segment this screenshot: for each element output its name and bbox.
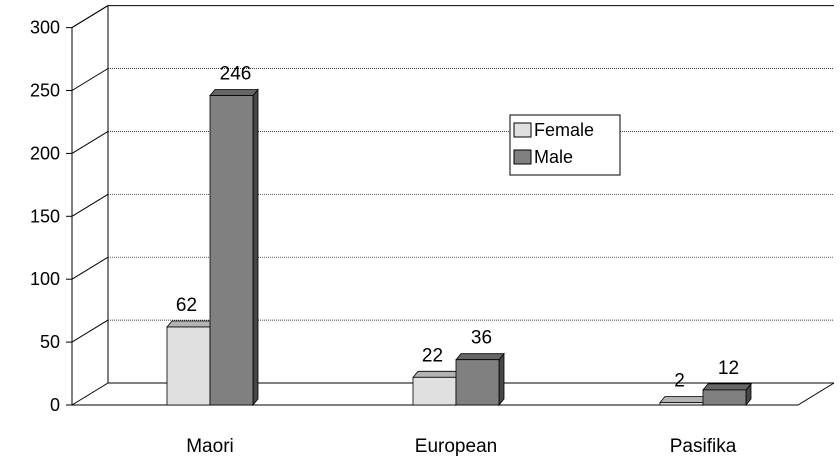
y-axis: 0 50 100 150 200 250 300 bbox=[30, 18, 72, 415]
y-tick-label: 50 bbox=[40, 332, 60, 352]
x-category-label: Maori bbox=[186, 436, 234, 457]
data-label: 2 bbox=[674, 370, 685, 391]
data-label: 12 bbox=[718, 358, 739, 379]
data-label: 22 bbox=[422, 345, 443, 366]
bar-male bbox=[209, 95, 254, 406]
legend-label: Male bbox=[534, 147, 573, 167]
bar-side bbox=[252, 88, 259, 407]
data-label: 246 bbox=[220, 64, 252, 85]
legend-swatch bbox=[513, 149, 532, 165]
data-labels: 62 246 22 36 2 12 bbox=[176, 64, 739, 392]
y-tick-label: 200 bbox=[30, 143, 60, 163]
side-gridline bbox=[71, 319, 109, 343]
x-category-label: European bbox=[415, 436, 497, 457]
legend-label: Female bbox=[534, 120, 594, 140]
bar-top bbox=[659, 396, 709, 403]
side-gridline bbox=[71, 130, 109, 154]
y-tick-label: 300 bbox=[30, 18, 60, 38]
bar-top bbox=[412, 370, 462, 378]
bar-female bbox=[166, 326, 211, 406]
y-tick-label: 150 bbox=[30, 206, 60, 226]
y-tick-label: 100 bbox=[30, 269, 60, 289]
floor-front-edge bbox=[72, 382, 835, 406]
legend-swatch bbox=[513, 122, 532, 138]
bar-top bbox=[166, 320, 216, 328]
y-tick-label: 0 bbox=[50, 395, 60, 415]
bar-male bbox=[702, 389, 747, 406]
bar-male bbox=[455, 359, 500, 406]
x-axis: Maori European Pasifika bbox=[186, 436, 736, 457]
legend: Female Male bbox=[509, 114, 621, 176]
bar-top bbox=[209, 89, 259, 96]
data-label: 36 bbox=[471, 328, 492, 349]
bar-female bbox=[412, 376, 457, 406]
bar-female bbox=[659, 402, 704, 406]
y-tick-label: 250 bbox=[30, 81, 60, 101]
bar-top bbox=[455, 353, 505, 361]
side-gridline bbox=[71, 256, 109, 280]
x-category-label: Pasifika bbox=[670, 436, 737, 457]
side-gridline bbox=[71, 68, 109, 91]
data-label: 62 bbox=[176, 295, 197, 316]
side-gridline bbox=[71, 5, 109, 29]
bar-side bbox=[498, 352, 505, 407]
bars bbox=[166, 88, 752, 407]
bar-top bbox=[702, 383, 752, 391]
side-gridline bbox=[71, 193, 109, 217]
gridlines bbox=[71, 5, 834, 343]
